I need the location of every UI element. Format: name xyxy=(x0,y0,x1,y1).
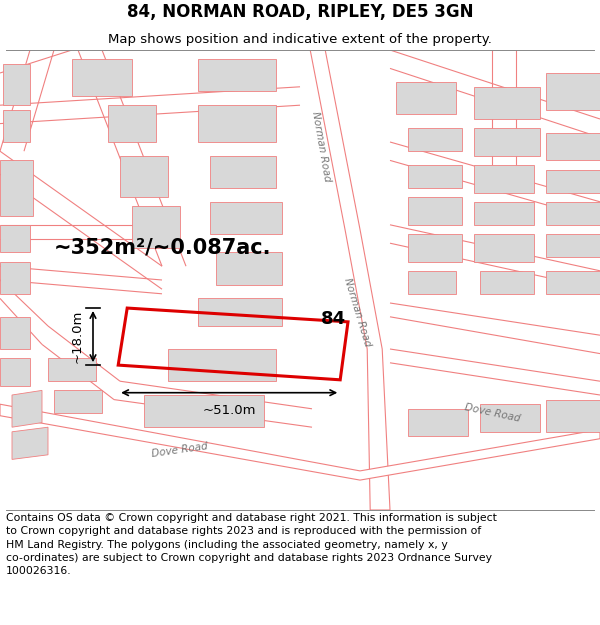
Polygon shape xyxy=(108,105,156,142)
Text: ~18.0m: ~18.0m xyxy=(71,310,84,363)
Text: ~51.0m: ~51.0m xyxy=(202,404,256,418)
Polygon shape xyxy=(216,253,282,284)
Polygon shape xyxy=(546,271,600,294)
Polygon shape xyxy=(210,156,276,188)
Text: Dove Road: Dove Road xyxy=(151,441,209,459)
Polygon shape xyxy=(0,225,30,253)
Polygon shape xyxy=(408,128,462,151)
Polygon shape xyxy=(0,161,33,216)
Polygon shape xyxy=(408,271,456,294)
Polygon shape xyxy=(474,128,540,156)
Polygon shape xyxy=(54,391,102,413)
Polygon shape xyxy=(546,132,600,161)
Polygon shape xyxy=(474,165,534,192)
Polygon shape xyxy=(132,206,180,248)
Text: 84: 84 xyxy=(320,310,346,328)
Polygon shape xyxy=(408,409,468,436)
Text: Contains OS data © Crown copyright and database right 2021. This information is : Contains OS data © Crown copyright and d… xyxy=(6,513,497,576)
Polygon shape xyxy=(12,391,42,428)
Polygon shape xyxy=(198,105,276,142)
Polygon shape xyxy=(168,349,276,381)
Polygon shape xyxy=(546,169,600,192)
Polygon shape xyxy=(480,271,534,294)
Polygon shape xyxy=(144,395,264,428)
Text: Dove Road: Dove Road xyxy=(463,402,521,424)
Polygon shape xyxy=(0,317,30,349)
Polygon shape xyxy=(72,59,132,96)
Text: 84, NORMAN ROAD, RIPLEY, DE5 3GN: 84, NORMAN ROAD, RIPLEY, DE5 3GN xyxy=(127,4,473,21)
Polygon shape xyxy=(546,399,600,432)
Polygon shape xyxy=(480,404,540,432)
Polygon shape xyxy=(0,404,600,480)
Polygon shape xyxy=(474,202,534,225)
Polygon shape xyxy=(408,234,462,262)
Text: Map shows position and indicative extent of the property.: Map shows position and indicative extent… xyxy=(108,32,492,46)
Polygon shape xyxy=(408,198,462,225)
Polygon shape xyxy=(546,73,600,110)
Text: ~352m²/~0.087ac.: ~352m²/~0.087ac. xyxy=(53,238,271,258)
Polygon shape xyxy=(3,110,30,142)
Polygon shape xyxy=(474,87,540,119)
Polygon shape xyxy=(0,358,30,386)
Polygon shape xyxy=(198,298,282,326)
Polygon shape xyxy=(408,165,462,188)
Polygon shape xyxy=(12,428,48,459)
Polygon shape xyxy=(474,234,534,262)
Text: Norman Road: Norman Road xyxy=(310,111,332,182)
Polygon shape xyxy=(48,358,96,381)
Polygon shape xyxy=(546,202,600,225)
Polygon shape xyxy=(546,234,600,257)
Polygon shape xyxy=(396,82,456,114)
Polygon shape xyxy=(198,59,276,91)
Polygon shape xyxy=(310,50,390,510)
Text: Norman Road: Norman Road xyxy=(342,277,372,348)
Polygon shape xyxy=(0,262,30,294)
Polygon shape xyxy=(210,202,282,234)
Polygon shape xyxy=(3,64,30,105)
Polygon shape xyxy=(120,156,168,198)
